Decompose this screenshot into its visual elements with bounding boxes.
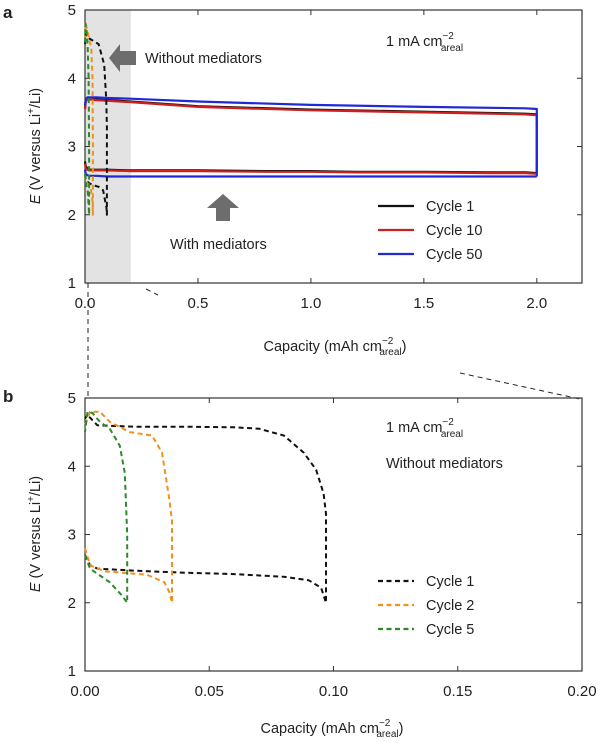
panel-a-y-tick-label: 5 (68, 2, 76, 19)
panel-a-x-tick-label: 0.5 (188, 295, 209, 312)
panel-a-x-tick-label: 0.0 (75, 295, 96, 312)
panel-a-x-tick-label: 2.0 (526, 295, 547, 312)
panel-a-xlabel-close: ) (402, 339, 407, 355)
panel-a-legend-label: Cycle 50 (426, 247, 482, 263)
panel-a-xlabel-text: Capacity (mAh cm (264, 339, 382, 355)
panel-a-legend: Cycle 1 Cycle 10 Cycle 50 (378, 199, 482, 263)
panel-b-without-mediators-label: Without mediators (386, 456, 503, 472)
panel-a-x-axis-label: Capacity (mAh cm−2 areal) (264, 336, 407, 358)
panel-a-series-line-cycle-50 (83, 169, 537, 178)
panel-b-xlabel-text: Capacity (mAh cm (261, 721, 379, 737)
panel-a-series-line-cycle-10 (83, 163, 537, 175)
panel-a-legend-label: Cycle 1 (426, 199, 474, 215)
panel-b-frame (84, 397, 583, 672)
panel-b-x-tick-label: 0.10 (319, 683, 348, 700)
panel-b-legend-label: Cycle 5 (426, 622, 474, 638)
panel-b-legend: Cycle 1 Cycle 2 Cycle 5 (378, 574, 474, 638)
panel-a-series-line-cycle-1-without-mediators (84, 32, 108, 216)
panel-a-rate-sub: areal (441, 43, 463, 54)
left-arrow-icon (109, 44, 136, 72)
panel-b-ylabel-prefix: E (28, 582, 44, 592)
panel-b-y-tick-label: 1 (68, 663, 76, 680)
panel-a-x-tick-label: 1.0 (300, 295, 321, 312)
panel-a-without-mediators-label: Without mediators (145, 51, 262, 67)
panel-a-y-tick-label: 2 (68, 207, 76, 224)
panel-b-x-axis-label: Capacity (mAh cm−2 areal) (261, 718, 404, 740)
panel-b-series (84, 410, 327, 604)
panel-b-series-line-cycle-5 (84, 410, 129, 604)
up-arrow-icon (207, 194, 239, 221)
panel-a-ylabel-sup: + (26, 108, 37, 114)
panel-a-rate-annotation: 1 mA cm−2 areal (386, 31, 463, 54)
panel-a-xlabel-sub: areal (379, 347, 401, 358)
panel-b-rate-sup: −2 (442, 417, 454, 428)
panel-b-x-ticks: 0.00 0.05 0.10 0.15 0.20 (70, 398, 597, 700)
panel-b-legend-label: Cycle 2 (426, 598, 474, 614)
panel-b-y-tick-label: 5 (68, 390, 76, 407)
panel-a-y-axis-label: E (V versus Li+/Li) (26, 88, 44, 204)
panel-b-x-tick-label: 0.20 (567, 683, 596, 700)
panel-b-ylabel-close: /Li) (28, 476, 44, 496)
panel-b-y-tick-label: 3 (68, 527, 76, 544)
connector-line-right-top (145, 288, 159, 296)
panel-b-xlabel-sup: −2 (379, 718, 391, 729)
panel-b-ylabel-text: (V versus Li (28, 502, 44, 583)
panel-a-label: a (3, 3, 13, 22)
panel-b-series-line-cycle-2 (84, 410, 173, 604)
panel-b-y-tick-label: 2 (68, 595, 76, 612)
panel-a-y-ticks: 1 2 3 4 5 (68, 2, 582, 292)
panel-b-rate-annotation: 1 mA cm−2 areal (386, 417, 463, 440)
panel-b: b 1 2 3 4 5 0.00 0.05 0.10 0.15 0.20 E (V versus… (3, 387, 597, 740)
panel-a-rate-text: 1 mA cm (386, 34, 442, 50)
panel-b-y-ticks: 1 2 3 4 5 (68, 390, 582, 680)
panel-a-y-tick-label: 4 (68, 70, 76, 87)
panel-a-ylabel-prefix: E (28, 194, 44, 204)
panel-b-x-tick-label: 0.00 (70, 683, 99, 700)
panel-b-rate-text: 1 mA cm (386, 420, 442, 436)
panel-a-series-line-cycle-10 (83, 98, 538, 174)
panel-a-series-line-cycle-50 (83, 96, 538, 177)
panel-a-rate-sup: −2 (442, 31, 454, 42)
panel-b-x-tick-label: 0.05 (195, 683, 224, 700)
panel-b-rate-sub: areal (441, 429, 463, 440)
panel-b-xlabel-sub: areal (376, 729, 398, 740)
panel-b-y-axis-label: E (V versus Li+/Li) (26, 476, 44, 592)
panel-a-x-ticks: 0.0 0.5 1.0 1.5 2.0 (75, 10, 547, 312)
panel-b-legend-label: Cycle 1 (426, 574, 474, 590)
panel-a-ylabel-text: (V versus Li (28, 114, 44, 195)
panel-b-label: b (3, 387, 13, 406)
panel-b-xlabel-close: ) (399, 721, 404, 737)
panel-a: a 1 2 3 4 5 0.0 0.5 1.0 1.5 2.0 E (V versus Li+/… (3, 2, 583, 358)
panel-b-x-tick-label: 0.15 (443, 683, 472, 700)
panel-a-y-tick-label: 1 (68, 275, 76, 292)
panel-b-series-line-cycle-1 (84, 414, 327, 604)
panel-a-ylabel-close: /Li) (28, 88, 44, 108)
panel-a-legend-label: Cycle 10 (426, 223, 482, 239)
panel-b-y-tick-label: 4 (68, 458, 76, 475)
panel-a-xlabel-sup: −2 (382, 336, 394, 347)
zoom-connector-lines (87, 283, 581, 400)
panel-a-x-tick-label: 1.5 (413, 295, 434, 312)
panel-a-y-tick-label: 3 (68, 139, 76, 156)
panel-b-ylabel-sup: + (26, 496, 37, 502)
panel-a-series (83, 22, 538, 216)
panel-a-with-mediators-label: With mediators (170, 237, 267, 253)
connector-line-right-bottom (459, 372, 581, 400)
